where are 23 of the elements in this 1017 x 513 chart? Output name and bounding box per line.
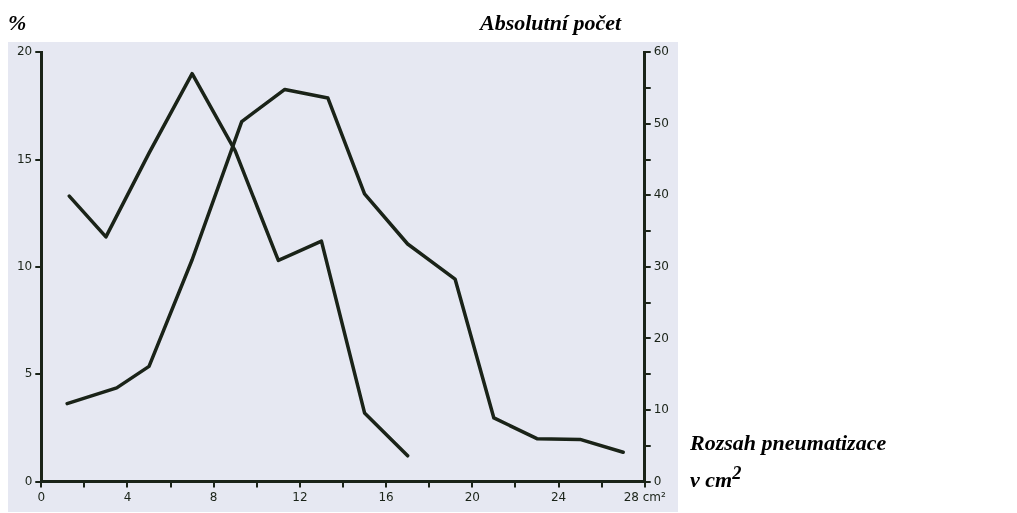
y-tick-label: 15: [16, 151, 33, 166]
x-tick-label: 24: [550, 489, 567, 504]
y2-tick-label: 40: [653, 187, 670, 202]
y-axis-title: %: [8, 10, 27, 36]
x-tick-label: 20: [464, 489, 480, 504]
x-tick-label: 28 cm²: [623, 489, 667, 504]
x-tick-label: 4: [123, 489, 132, 504]
x-tick-label: 0: [37, 489, 46, 504]
y2-tick-label: 30: [653, 259, 670, 274]
x-tick-label: 8: [209, 489, 218, 504]
y-tick-label: 0: [24, 473, 33, 488]
y2-tick-label: 0: [653, 473, 662, 488]
x-tick-label: 12: [292, 489, 308, 504]
y2-axis-title: Absolutní počet: [480, 10, 622, 36]
x-tick-label: 16: [378, 489, 394, 504]
y2-tick-label: 60: [653, 44, 670, 59]
y-tick-label: 5: [24, 366, 33, 381]
y2-tick-label: 50: [653, 115, 670, 130]
y-tick-label: 20: [16, 44, 33, 59]
x-axis-title: Rozsah pneumatizace v cm$^{2}$: [690, 429, 888, 495]
y2-tick-label: 20: [653, 330, 670, 345]
y-tick-label: 10: [16, 259, 33, 274]
y2-tick-label: 10: [653, 402, 670, 417]
